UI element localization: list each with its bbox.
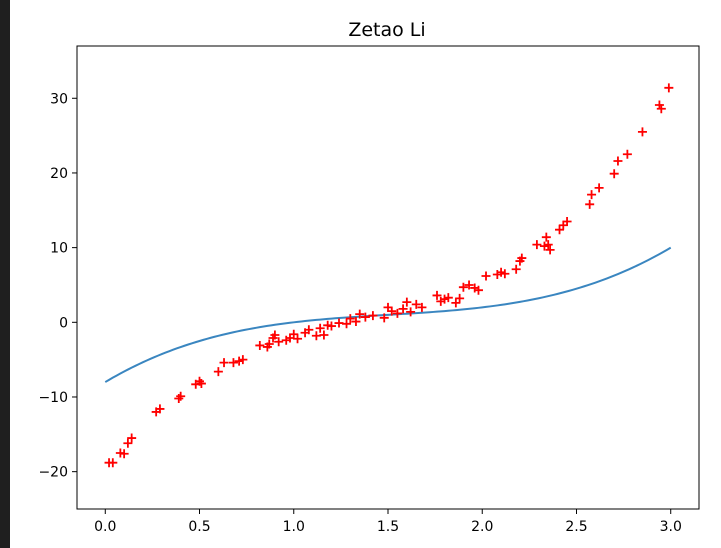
data-point-marker xyxy=(196,379,206,389)
data-point-marker xyxy=(609,169,619,179)
data-point-marker xyxy=(664,83,674,93)
data-point-marker xyxy=(411,299,421,309)
y-axis: −20 −10 0 10 20 30 xyxy=(38,91,77,481)
data-point-marker xyxy=(127,433,137,443)
data-point-marker xyxy=(532,240,542,250)
data-point-marker xyxy=(432,290,442,300)
data-point-marker xyxy=(637,127,647,137)
data-point-marker xyxy=(176,391,186,401)
x-tick-label: 1.5 xyxy=(377,519,399,535)
data-point-marker xyxy=(255,340,265,350)
data-point-marker xyxy=(119,449,129,459)
data-point-marker xyxy=(219,358,229,368)
data-point-marker xyxy=(613,156,623,166)
data-point-marker xyxy=(458,282,468,292)
data-point-marker xyxy=(481,271,491,281)
data-point-marker xyxy=(174,393,184,403)
data-point-marker xyxy=(562,216,572,226)
data-point-marker xyxy=(464,280,474,290)
fit-curve-line xyxy=(104,246,672,383)
data-point-marker xyxy=(417,302,427,312)
data-point-marker xyxy=(473,285,483,295)
y-tick-label: 20 xyxy=(50,166,68,182)
data-point-marker xyxy=(379,313,389,323)
data-point-marker xyxy=(455,293,465,303)
data-point-marker xyxy=(315,323,325,333)
data-point-marker xyxy=(319,330,329,340)
data-point-marker xyxy=(293,334,303,344)
data-point-marker xyxy=(326,321,336,331)
x-tick-label: 0.0 xyxy=(94,519,116,535)
data-point-marker xyxy=(108,458,118,468)
x-tick-label: 2.0 xyxy=(471,519,493,535)
data-point-marker xyxy=(585,199,595,209)
data-point-marker xyxy=(304,325,314,335)
x-tick-label: 0.5 xyxy=(188,519,210,535)
x-tick-label: 3.0 xyxy=(660,519,682,535)
data-point-marker xyxy=(355,309,365,319)
data-point-marker xyxy=(213,367,223,377)
data-point-marker xyxy=(387,306,397,316)
y-tick-label: 0 xyxy=(59,315,68,331)
data-point-marker xyxy=(270,330,280,340)
data-point-marker xyxy=(351,317,361,327)
data-point-marker xyxy=(402,297,412,307)
data-point-marker xyxy=(274,337,284,347)
data-point-marker xyxy=(238,355,248,365)
scatter-chart: Zetao Li 0.0 0.5 1.0 1.5 2.0 2.5 3.0 −20 −10 0 10… xyxy=(38,19,700,535)
data-point-marker xyxy=(543,240,553,250)
plot-area xyxy=(104,83,674,468)
data-point-marker xyxy=(545,245,555,255)
data-point-marker xyxy=(155,404,165,414)
chart-title: Zetao Li xyxy=(348,19,425,41)
y-tick-label: 30 xyxy=(50,91,68,107)
data-point-marker xyxy=(541,232,551,242)
data-point-marker xyxy=(500,269,510,279)
data-point-marker xyxy=(622,149,632,159)
data-point-marker xyxy=(594,183,604,193)
data-point-marker xyxy=(398,304,408,314)
data-point-marker xyxy=(517,253,527,263)
x-tick-label: 1.0 xyxy=(283,519,305,535)
data-point-marker xyxy=(264,339,274,349)
x-tick-label: 2.5 xyxy=(565,519,587,535)
data-point-marker xyxy=(511,264,521,274)
axes-frame xyxy=(76,45,700,510)
data-point-marker xyxy=(406,307,416,317)
data-point-marker xyxy=(342,319,352,329)
y-tick-label: −20 xyxy=(38,465,68,481)
data-point-marker xyxy=(311,331,321,341)
figure: Zetao Li 0.0 0.5 1.0 1.5 2.0 2.5 3.0 −20 −10 0 10… xyxy=(10,0,721,548)
data-point-marker xyxy=(228,358,238,368)
y-tick-label: 10 xyxy=(50,241,68,257)
data-point-marker xyxy=(587,190,597,200)
x-axis: 0.0 0.5 1.0 1.5 2.0 2.5 3.0 xyxy=(94,509,682,535)
data-point-marker xyxy=(334,318,344,328)
data-point-marker xyxy=(656,104,666,114)
y-tick-label: −10 xyxy=(38,390,68,406)
data-point-marker xyxy=(123,438,133,448)
data-point-marker xyxy=(392,308,402,318)
data-point-marker xyxy=(443,293,453,303)
data-point-marker xyxy=(345,314,355,324)
data-point-marker xyxy=(360,312,370,322)
data-point-marker xyxy=(368,311,378,321)
